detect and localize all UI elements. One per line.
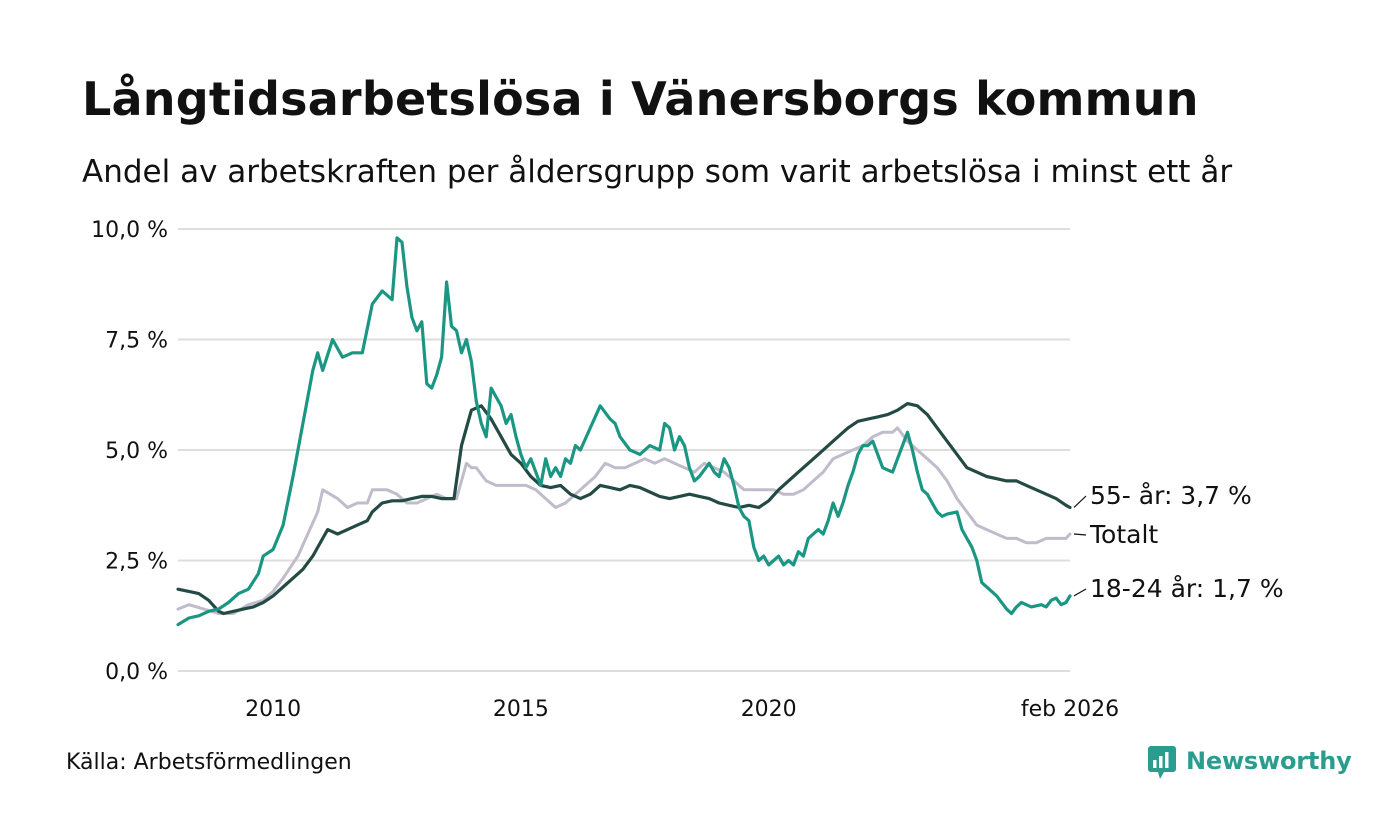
y-tick-label: 5,0 % [105,439,168,464]
line-layer [176,236,1072,627]
chart-title: Långtidsarbetslösa i Vänersborgs kommun [82,72,1199,126]
brand-name: Newsworthy [1186,747,1352,775]
series-end-label: Totalt [1089,520,1158,549]
x-tick-label: feb 2026 [1021,697,1119,722]
axis-layer: 0,0 % 2,5 % 5,0 % 7,5 % 10,0 % 2010 2015 2020 fe… [91,218,1119,722]
y-tick-label: 7,5 % [105,329,168,354]
series-end-label: 55- år: 3,7 % [1090,481,1252,510]
series-end-label: 18-24 år: 1,7 % [1090,574,1284,603]
chart-logo-icon [1148,746,1176,779]
source-note: Källa: Arbetsförmedlingen [66,750,352,775]
series-line-total [176,426,1072,615]
newsworthy-logo[interactable]: Newsworthy [1148,742,1352,780]
x-tick-label: 2015 [493,697,549,722]
x-tick-label: 2020 [741,697,797,722]
label-leader [1073,533,1087,536]
grid-layer [178,228,1070,672]
label-leader [1073,495,1087,508]
x-tick-label: 2010 [245,697,301,722]
y-tick-label: 10,0 % [91,218,168,243]
y-tick-label: 0,0 % [105,660,168,685]
series-label-layer: Totalt 55- år: 3,7 % 18-24 år: 1,7 % [1073,481,1284,603]
y-tick-label: 2,5 % [105,550,168,575]
series-line-youth [176,236,1072,627]
label-leader [1073,588,1087,597]
chart-subtitle: Andel av arbetskraften per åldersgrupp s… [82,154,1233,190]
series-line-older [176,402,1072,616]
